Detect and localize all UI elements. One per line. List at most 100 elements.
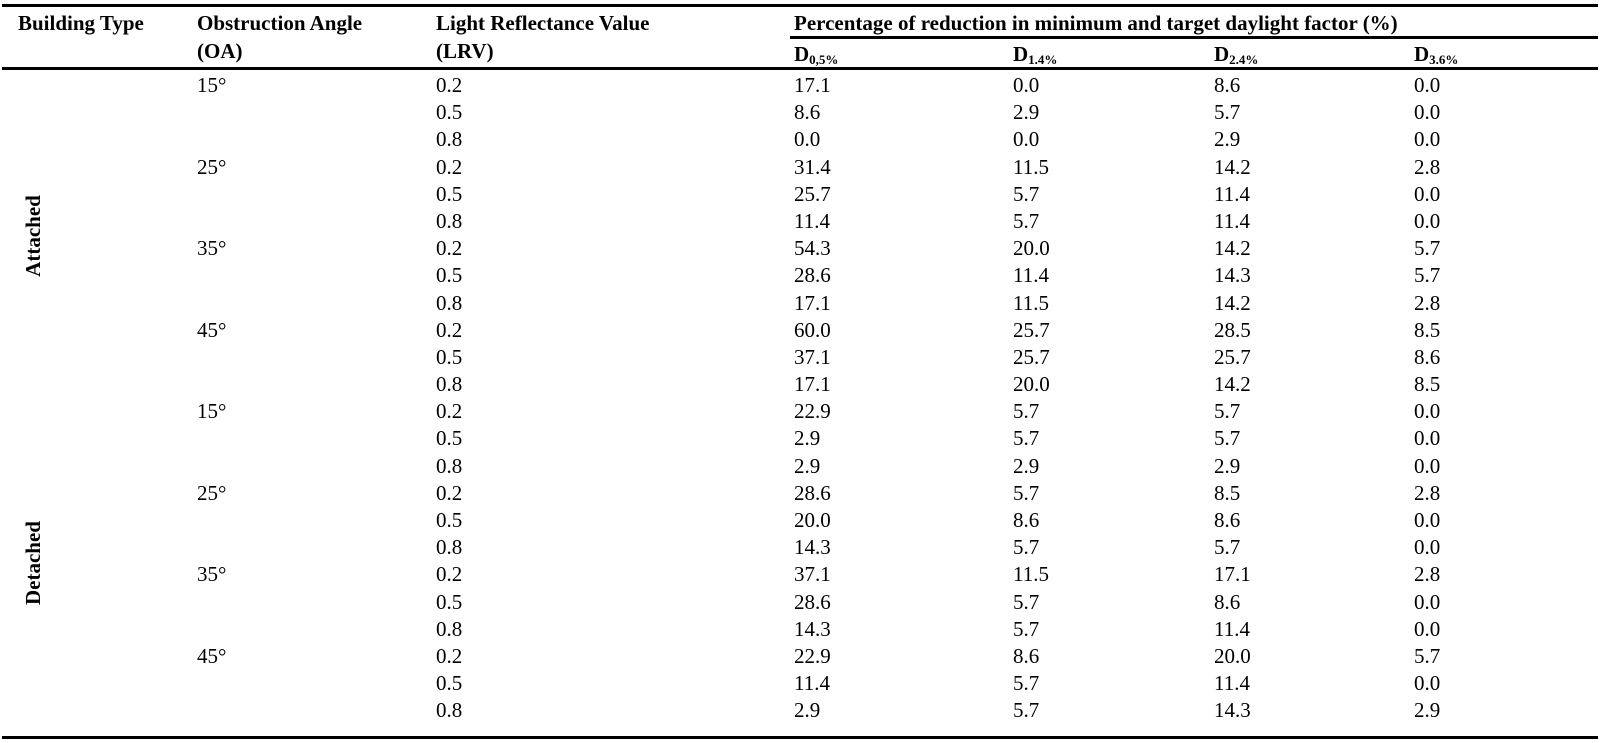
- cell-reduction-value: 14.3: [1214, 263, 1251, 288]
- cell-obstruction-angle: 45°: [197, 643, 227, 668]
- cell-reduction-value: 20.0: [1013, 236, 1050, 261]
- header-bottom-rule: [2, 67, 1598, 70]
- cell-reduction-value: 5.7: [1214, 399, 1241, 424]
- cell-reduction-value: 0.0: [1414, 127, 1441, 152]
- cell-reduction-value: 60.0: [794, 317, 831, 342]
- header-d-2-4-base: D: [1214, 42, 1230, 66]
- cell-reduction-value: 8.6: [1214, 73, 1241, 97]
- cell-reduction-value: 20.0: [794, 508, 831, 532]
- cell-reduction-value: 2.8: [1414, 480, 1441, 505]
- cell-reduction-value: 22.9: [794, 399, 831, 424]
- cell-reduction-value: 2.9: [1214, 127, 1241, 152]
- cell-reduction-value: 2.9: [1414, 698, 1441, 723]
- header-obstruction-angle-line1: Obstruction Angle: [197, 11, 363, 35]
- cell-reduction-value: 0.0: [1414, 399, 1441, 424]
- table-row: 0.5 8.6 2.9 5.7 0.0: [0, 99, 1600, 126]
- cell-reduction-value: 0.0: [1414, 181, 1441, 206]
- cell-lrv: 0.8: [436, 698, 463, 723]
- cell-reduction-value: 2.8: [1414, 154, 1441, 179]
- cell-reduction-value: 5.7: [1013, 181, 1040, 206]
- header-lrv-line2: (LRV): [436, 39, 494, 63]
- header-group-label: Percentage of reduction in minimum and t…: [794, 11, 1398, 35]
- cell-reduction-value: 5.7: [1214, 426, 1241, 451]
- cell-reduction-value: 28.5: [1214, 317, 1251, 342]
- cell-reduction-value: 17.1: [794, 372, 831, 397]
- cell-reduction-value: 0.0: [1013, 127, 1040, 152]
- cell-reduction-value: 11.4: [1214, 671, 1250, 696]
- cell-reduction-value: 14.2: [1214, 236, 1251, 261]
- header-building-type: Building Type: [18, 9, 144, 37]
- cell-reduction-value: 2.9: [794, 426, 821, 451]
- header-d-3-6-base: D: [1414, 42, 1430, 66]
- header-d-1-4-base: D: [1013, 42, 1029, 66]
- cell-reduction-value: 2.8: [1414, 290, 1441, 315]
- cell-reduction-value: 17.1: [794, 290, 831, 315]
- cell-reduction-value: 8.6: [1414, 344, 1441, 369]
- cell-reduction-value: 0.0: [1414, 73, 1441, 97]
- cell-reduction-value: 25.7: [1013, 344, 1050, 369]
- cell-reduction-value: 0.0: [1414, 589, 1441, 614]
- cell-lrv: 0.8: [436, 208, 463, 233]
- cell-lrv: 0.8: [436, 372, 463, 397]
- cell-lrv: 0.2: [436, 399, 463, 424]
- table-row: 25° 0.2 31.4 11.5 14.2 2.8: [0, 154, 1600, 181]
- cell-lrv: 0.2: [436, 317, 463, 342]
- cell-reduction-value: 5.7: [1013, 616, 1040, 641]
- cell-reduction-value: 14.2: [1214, 290, 1251, 315]
- header-building-type-label: Building Type: [18, 11, 144, 35]
- cell-reduction-value: 14.3: [1214, 698, 1251, 723]
- cell-reduction-value: 5.7: [1414, 263, 1441, 288]
- header-lrv: Light Reflectance Value (LRV): [436, 9, 649, 65]
- cell-lrv: 0.5: [436, 344, 463, 369]
- table-row: 0.8 17.1 11.5 14.2 2.8: [0, 290, 1600, 317]
- cell-obstruction-angle: 35°: [197, 562, 227, 587]
- cell-reduction-value: 14.3: [794, 535, 831, 560]
- cell-reduction-value: 8.5: [1414, 317, 1441, 342]
- cell-lrv: 0.5: [436, 589, 463, 614]
- header-lrv-line1: Light Reflectance Value: [436, 11, 650, 35]
- cell-reduction-value: 37.1: [794, 344, 831, 369]
- cell-obstruction-angle: 35°: [197, 236, 227, 261]
- cell-reduction-value: 8.5: [1214, 480, 1241, 505]
- table-row: 0.8 0.0 0.0 2.9 0.0: [0, 126, 1600, 153]
- cell-reduction-value: 25.7: [1214, 344, 1251, 369]
- cell-reduction-value: 5.7: [1013, 426, 1040, 451]
- cell-lrv: 0.5: [436, 100, 463, 125]
- table-row: 15° 0.2 17.1 0.0 8.6 0.0: [0, 72, 1600, 99]
- cell-obstruction-angle: 25°: [197, 480, 227, 505]
- cell-reduction-value: 17.1: [1214, 562, 1251, 587]
- cell-reduction-value: 5.7: [1013, 480, 1040, 505]
- cell-reduction-value: 11.5: [1013, 290, 1049, 315]
- header-daylight-reduction-group: Percentage of reduction in minimum and t…: [794, 9, 1398, 37]
- cell-lrv: 0.8: [436, 535, 463, 560]
- cell-reduction-value: 0.0: [1414, 535, 1441, 560]
- cell-reduction-value: 8.6: [794, 100, 821, 125]
- table-row: 0.5 28.6 11.4 14.3 5.7: [0, 262, 1600, 289]
- table-row: 0.8 17.1 20.0 14.2 8.5: [0, 371, 1600, 398]
- cell-reduction-value: 11.4: [794, 208, 830, 233]
- cell-lrv: 0.8: [436, 453, 463, 478]
- cell-lrv: 0.2: [436, 480, 463, 505]
- cell-reduction-value: 31.4: [794, 154, 831, 179]
- cell-reduction-value: 5.7: [1013, 535, 1040, 560]
- cell-lrv: 0.2: [436, 236, 463, 261]
- header-d-3-6: D3.6%: [1414, 41, 1458, 67]
- table-row: 0.8 2.9 2.9 2.9 0.0: [0, 453, 1600, 480]
- cell-lrv: 0.2: [436, 562, 463, 587]
- header-d-2-4: D2.4%: [1214, 41, 1258, 67]
- cell-reduction-value: 14.2: [1214, 372, 1251, 397]
- header-obstruction-angle-line2: (OA): [197, 39, 243, 63]
- cell-reduction-value: 25.7: [1013, 317, 1050, 342]
- cell-reduction-value: 5.7: [1013, 589, 1040, 614]
- cell-lrv: 0.5: [436, 181, 463, 206]
- header-d-2-4-subscript: 2.4%: [1229, 52, 1259, 67]
- cell-reduction-value: 0.0: [1414, 426, 1441, 451]
- header-d-1-4-subscript: 1.4%: [1028, 52, 1058, 67]
- cell-reduction-value: 25.7: [794, 181, 831, 206]
- cell-reduction-value: 11.4: [1214, 616, 1250, 641]
- table-row: 0.5 11.4 5.7 11.4 0.0: [0, 670, 1600, 697]
- cell-reduction-value: 54.3: [794, 236, 831, 261]
- cell-reduction-value: 17.1: [794, 73, 831, 97]
- cell-reduction-value: 11.4: [794, 671, 830, 696]
- cell-reduction-value: 14.3: [794, 616, 831, 641]
